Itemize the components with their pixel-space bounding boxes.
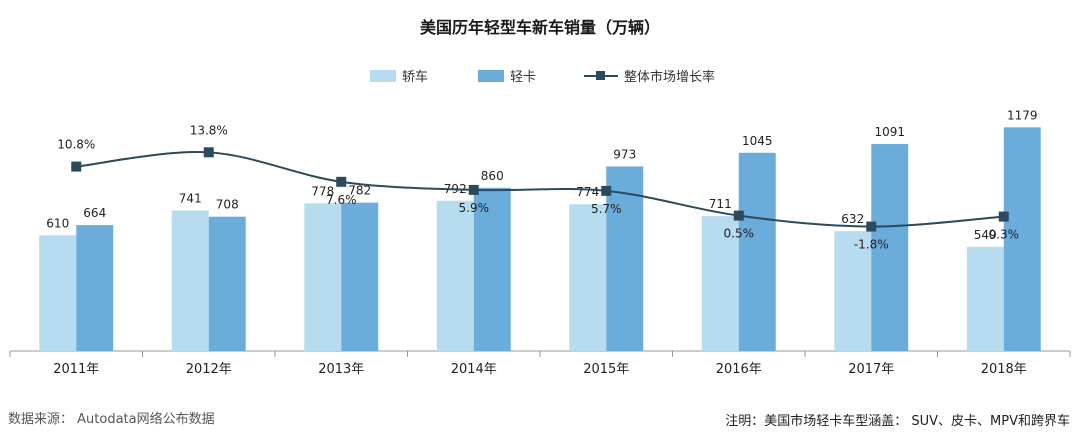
growth-rate-marker bbox=[866, 221, 877, 232]
x-tick-label: 2018年 bbox=[981, 362, 1027, 377]
bar-sedan bbox=[171, 210, 209, 351]
data-label-sedan: 774 bbox=[576, 185, 599, 199]
bar-light-truck bbox=[606, 166, 644, 351]
chart-title: 美国历年轻型车新车销量（万辆） bbox=[419, 18, 660, 37]
data-source: 数据来源： Autodata网络公布数据 bbox=[8, 412, 215, 427]
x-tick-label: 2012年 bbox=[186, 362, 232, 377]
growth-rate-marker bbox=[71, 161, 82, 172]
growth-rate-label: 7.6% bbox=[326, 193, 357, 207]
data-label-light-truck: 1179 bbox=[1007, 108, 1038, 122]
growth-rate-marker bbox=[998, 211, 1009, 222]
data-label-light-truck: 860 bbox=[481, 169, 504, 183]
x-tick-label: 2017年 bbox=[848, 362, 894, 377]
bar-light-truck bbox=[1003, 127, 1041, 352]
bar-light-truck bbox=[473, 187, 511, 351]
footnote: 注明：美国市场轻卡车型涵盖： SUV、皮卡、MPV和跨界车 bbox=[725, 414, 1070, 429]
growth-rate-label: 0.3% bbox=[989, 228, 1020, 242]
x-tick-label: 2013年 bbox=[318, 362, 364, 377]
growth-rate-marker bbox=[336, 176, 347, 187]
growth-rate-label: 5.7% bbox=[591, 202, 622, 216]
legend-swatch-sedan bbox=[370, 69, 396, 82]
growth-rate-line bbox=[76, 151, 1004, 228]
data-label-sedan: 610 bbox=[46, 216, 69, 230]
growth-rate-label: -1.8% bbox=[854, 238, 889, 252]
bar-light-truck bbox=[871, 144, 909, 351]
data-label-sedan: 632 bbox=[841, 212, 864, 226]
data-label-sedan: 549 bbox=[974, 228, 997, 242]
legend-label-growth-rate: 整体市场增长率 bbox=[624, 70, 716, 85]
data-label-sedan: 711 bbox=[709, 197, 732, 211]
x-tick-label: 2014年 bbox=[451, 362, 497, 377]
bar-light-truck bbox=[341, 202, 379, 351]
x-tick-label: 2011年 bbox=[53, 362, 99, 377]
bar-sedan bbox=[834, 231, 872, 351]
growth-rate-label: 10.8% bbox=[57, 138, 95, 152]
growth-rate-marker bbox=[203, 147, 214, 158]
bar-sedan bbox=[966, 246, 1004, 351]
bar-sedan bbox=[569, 204, 607, 351]
data-label-light-truck: 782 bbox=[348, 184, 371, 198]
chart-legend: 轿车 轻卡 整体市场增长率 bbox=[0, 66, 1080, 88]
data-label-light-truck: 1045 bbox=[742, 134, 773, 148]
bar-sedan bbox=[39, 235, 77, 351]
data-label-light-truck: 1091 bbox=[874, 125, 905, 139]
bar-light-truck bbox=[738, 152, 776, 351]
bar-light-truck bbox=[76, 225, 114, 351]
legend-swatch-light-truck bbox=[478, 69, 504, 82]
data-label-light-truck: 708 bbox=[216, 198, 239, 212]
legend-item-light-truck: 轻卡 bbox=[478, 66, 536, 85]
growth-rate-label: 0.5% bbox=[724, 227, 755, 241]
growth-rate-marker bbox=[733, 210, 744, 221]
growth-rate-label: 13.8% bbox=[190, 123, 228, 137]
bar-light-truck bbox=[208, 216, 246, 351]
legend-item-sedan: 轿车 bbox=[370, 66, 428, 85]
legend-swatch-growth-rate bbox=[584, 70, 618, 82]
legend-label-light-truck: 轻卡 bbox=[510, 70, 537, 85]
data-label-light-truck: 973 bbox=[613, 147, 636, 161]
growth-rate-marker bbox=[601, 185, 612, 196]
data-label-light-truck: 664 bbox=[83, 206, 106, 220]
legend-label-sedan: 轿车 bbox=[402, 70, 429, 85]
data-label-sedan: 778 bbox=[311, 184, 334, 198]
bar-sedan bbox=[701, 216, 739, 351]
growth-rate-marker bbox=[468, 184, 479, 195]
bar-sedan bbox=[436, 200, 474, 351]
growth-rate-label: 5.9% bbox=[459, 201, 490, 215]
data-label-sedan: 741 bbox=[179, 191, 202, 205]
legend-item-growth-rate: 整体市场增长率 bbox=[584, 66, 715, 85]
x-tick-label: 2016年 bbox=[716, 362, 762, 377]
x-tick-label: 2015年 bbox=[583, 362, 629, 377]
bar-sedan bbox=[304, 203, 342, 351]
